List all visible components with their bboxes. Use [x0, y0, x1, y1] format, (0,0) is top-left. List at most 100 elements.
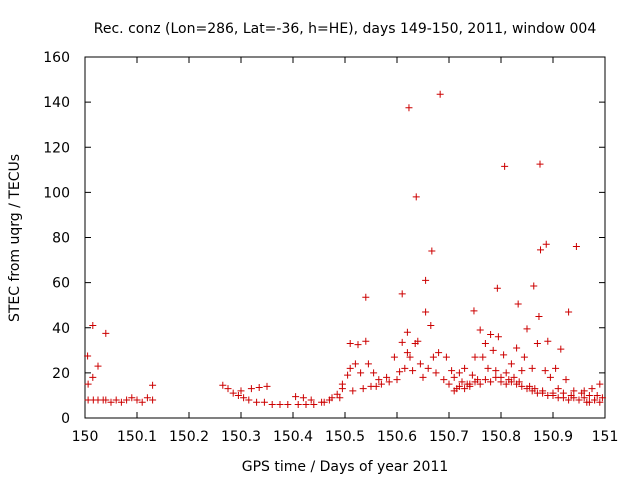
- data-point-plus: [450, 387, 458, 395]
- data-point-plus: [412, 193, 420, 201]
- data-point-plus: [234, 391, 242, 399]
- data-point-plus: [588, 385, 596, 393]
- data-point-plus: [489, 346, 497, 354]
- data-point-plus: [398, 338, 406, 346]
- y-tick-label: 80: [52, 231, 70, 247]
- data-point-plus: [468, 371, 476, 379]
- data-point-plus: [502, 380, 510, 388]
- data-point-plus: [500, 351, 508, 359]
- data-point-plus: [375, 376, 383, 384]
- data-point-plus: [149, 396, 157, 404]
- data-point-plus: [537, 246, 545, 254]
- data-point-plus: [544, 337, 552, 345]
- data-point-plus: [507, 378, 515, 386]
- data-point-plus: [422, 308, 430, 316]
- data-point-plus: [354, 341, 362, 349]
- data-point-plus: [292, 393, 300, 401]
- data-point-plus: [552, 364, 560, 372]
- data-point-plus: [497, 378, 505, 386]
- data-point-plus: [470, 307, 478, 315]
- data-point-plus: [539, 389, 547, 397]
- data-point-plus: [580, 387, 588, 395]
- data-point-plus: [528, 364, 536, 372]
- data-point-plus: [481, 340, 489, 348]
- data-point-plus: [310, 400, 318, 408]
- y-tick-label: 160: [43, 50, 70, 66]
- data-point-plus: [338, 380, 346, 388]
- data-point-plus: [479, 353, 487, 361]
- x-tick-label: 150.1: [117, 429, 157, 445]
- data-point-plus: [102, 396, 110, 404]
- data-point-plus: [263, 382, 271, 390]
- data-point-plus: [562, 376, 570, 384]
- data-point-plus: [536, 160, 544, 168]
- data-point-plus: [117, 398, 125, 406]
- data-point-plus: [276, 400, 284, 408]
- data-point-plus: [492, 367, 500, 375]
- data-point-plus: [237, 387, 245, 395]
- data-point-plus: [419, 373, 427, 381]
- data-point-plus: [240, 394, 248, 402]
- data-point-plus: [362, 337, 370, 345]
- data-point-plus: [253, 398, 261, 406]
- data-point-plus: [107, 398, 115, 406]
- y-tick-label: 120: [43, 140, 70, 156]
- data-point-plus: [541, 367, 549, 375]
- data-point-plus: [370, 369, 378, 377]
- plot-frame: [84, 56, 606, 419]
- data-point-plus: [346, 364, 354, 372]
- data-point-plus: [565, 396, 573, 404]
- data-point-plus: [138, 398, 146, 406]
- data-point-plus: [461, 364, 469, 372]
- data-point-plus: [518, 382, 526, 390]
- data-point-plus: [84, 380, 92, 388]
- data-point-plus: [448, 367, 456, 375]
- data-point-plus: [294, 400, 302, 408]
- data-point-plus: [255, 384, 263, 392]
- data-point-plus: [284, 400, 292, 408]
- data-point-plus: [487, 378, 495, 386]
- x-tick-label: 150.3: [221, 429, 261, 445]
- data-point-plus: [351, 360, 359, 368]
- data-point-plus: [422, 276, 430, 284]
- data-point-plus: [432, 369, 440, 377]
- data-points: [84, 90, 606, 408]
- data-point-plus: [362, 293, 370, 301]
- data-point-plus: [128, 394, 136, 402]
- data-point-plus: [247, 385, 255, 393]
- data-point-plus: [377, 380, 385, 388]
- data-point-plus: [458, 378, 466, 386]
- data-point-plus: [390, 353, 398, 361]
- data-point-plus: [428, 247, 436, 255]
- data-point-plus: [471, 378, 479, 386]
- data-point-plus: [84, 352, 92, 360]
- data-point-plus: [487, 331, 495, 339]
- y-tick-label: 60: [52, 276, 70, 292]
- data-point-plus: [393, 376, 401, 384]
- x-tick-label: 150.5: [325, 429, 365, 445]
- data-point-plus: [450, 373, 458, 381]
- data-point-plus: [528, 387, 536, 395]
- data-point-plus: [102, 329, 110, 337]
- data-point-plus: [593, 391, 601, 399]
- data-point-plus: [510, 373, 518, 381]
- data-point-plus: [501, 162, 509, 170]
- data-point-plus: [442, 353, 450, 361]
- data-point-plus: [546, 373, 554, 381]
- data-point-plus: [299, 394, 307, 402]
- data-point-plus: [429, 353, 437, 361]
- data-point-plus: [349, 387, 357, 395]
- y-tick-label: 0: [61, 411, 70, 427]
- data-point-plus: [328, 394, 336, 402]
- data-point-plus: [403, 328, 411, 336]
- data-point-plus: [530, 282, 538, 290]
- data-point-plus: [502, 369, 510, 377]
- data-point-plus: [514, 300, 522, 308]
- data-point-plus: [513, 344, 521, 352]
- data-point-plus: [565, 308, 573, 316]
- data-point-plus: [143, 394, 151, 402]
- data-point-plus: [302, 400, 310, 408]
- data-point-plus: [385, 378, 393, 386]
- data-point-plus: [401, 364, 409, 372]
